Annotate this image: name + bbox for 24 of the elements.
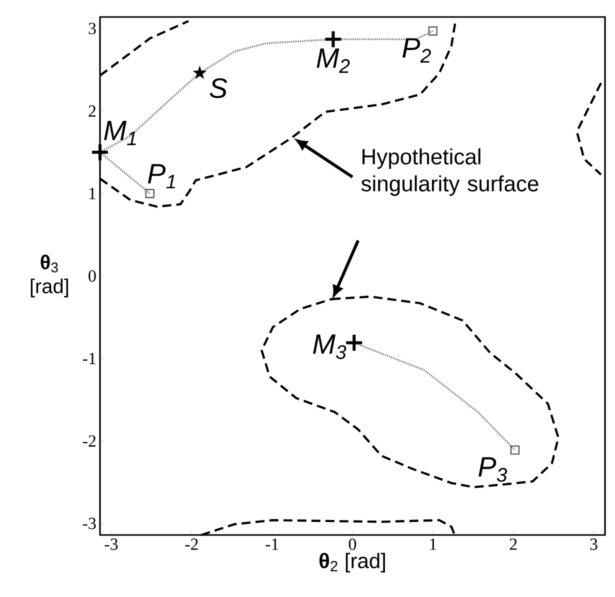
y-tick-label: -3 <box>82 518 96 530</box>
x-tick-label: 1 <box>430 538 436 550</box>
y-tick-label: -1 <box>82 352 96 364</box>
x-axis-title: θ$_{2}$ [rad] <box>319 552 385 572</box>
x-tick-label: -1 <box>266 538 278 550</box>
annotation: Hypothetical singularity surface <box>361 148 538 196</box>
x-tick-label: -2 <box>185 538 198 550</box>
annotation: P$_{1}$ <box>148 164 175 188</box>
annotation: P$_{3}$ <box>478 457 508 482</box>
annotation: S <box>210 78 228 98</box>
y-axis-title: θ$_{3}$ [rad] <box>30 254 68 298</box>
x-tick-label: -3 <box>104 538 118 550</box>
annotation: M$_{2}$ <box>316 48 350 73</box>
y-tick-label: 1 <box>89 188 96 200</box>
y-tick-label: 0 <box>88 270 96 282</box>
x-tick-label: 3 <box>590 538 598 550</box>
y-tick-label: 2 <box>88 105 96 117</box>
annotation: P$_{2}$ <box>402 38 431 63</box>
x-tick-label: 0 <box>348 538 356 550</box>
y-tick-label: 3 <box>88 22 96 34</box>
annotation: M$_{3}$ <box>313 334 346 360</box>
x-tick-label: 2 <box>510 538 517 550</box>
y-tick-label: -2 <box>82 435 96 447</box>
annotation: M$_{1}$ <box>104 120 136 146</box>
